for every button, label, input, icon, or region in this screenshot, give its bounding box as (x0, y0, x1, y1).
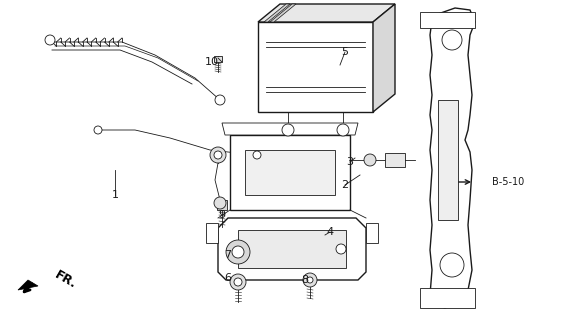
Text: 8: 8 (302, 275, 309, 285)
Circle shape (214, 197, 226, 209)
Text: 3: 3 (346, 157, 353, 167)
Circle shape (253, 151, 261, 159)
Circle shape (210, 147, 226, 163)
Polygon shape (373, 4, 395, 112)
Polygon shape (264, 4, 290, 22)
Polygon shape (206, 223, 218, 243)
Polygon shape (218, 218, 366, 280)
Polygon shape (385, 153, 405, 167)
Text: 1: 1 (112, 190, 119, 200)
Circle shape (307, 277, 313, 283)
Polygon shape (222, 123, 358, 135)
Polygon shape (438, 100, 458, 220)
Circle shape (337, 124, 349, 136)
Polygon shape (420, 12, 475, 28)
Text: 5: 5 (342, 47, 349, 57)
Text: 7: 7 (224, 250, 232, 260)
Polygon shape (270, 4, 296, 22)
Polygon shape (18, 280, 38, 290)
Polygon shape (430, 8, 475, 308)
Text: 4: 4 (327, 227, 333, 237)
Polygon shape (217, 200, 227, 210)
Text: 2: 2 (342, 180, 349, 190)
Circle shape (234, 278, 242, 286)
Polygon shape (366, 223, 378, 243)
Text: 10: 10 (205, 57, 219, 67)
Polygon shape (245, 150, 335, 195)
Circle shape (226, 240, 250, 264)
Circle shape (215, 95, 225, 105)
Circle shape (45, 35, 55, 45)
Circle shape (94, 126, 102, 134)
Circle shape (282, 124, 294, 136)
Text: 6: 6 (224, 273, 231, 283)
Circle shape (336, 244, 346, 254)
Circle shape (238, 244, 248, 254)
Circle shape (230, 274, 246, 290)
Text: B-5-10: B-5-10 (492, 177, 524, 187)
Circle shape (442, 30, 462, 50)
Circle shape (440, 253, 464, 277)
Polygon shape (420, 288, 475, 308)
Polygon shape (230, 135, 350, 210)
Text: FR.: FR. (52, 268, 78, 292)
Circle shape (364, 154, 376, 166)
Circle shape (232, 246, 244, 258)
Polygon shape (258, 22, 373, 112)
Polygon shape (214, 56, 222, 62)
Circle shape (214, 151, 222, 159)
Circle shape (303, 273, 317, 287)
Polygon shape (238, 230, 346, 268)
Text: 9: 9 (218, 210, 225, 220)
Polygon shape (258, 4, 395, 22)
